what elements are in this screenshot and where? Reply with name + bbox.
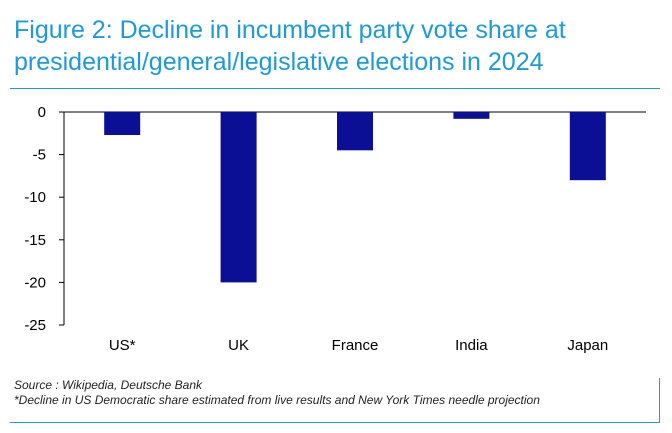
y-tick-label: -20 bbox=[24, 274, 46, 291]
footer-frame-right bbox=[659, 378, 660, 422]
x-tick-label: India bbox=[455, 337, 488, 354]
x-tick-label: US* bbox=[109, 337, 136, 354]
y-tick-label: -25 bbox=[24, 317, 46, 334]
y-tick-label: -15 bbox=[24, 232, 46, 249]
y-tick-label: 0 bbox=[38, 104, 46, 121]
bar-japan bbox=[569, 112, 606, 181]
footer-frame-bottom bbox=[10, 422, 660, 423]
bars bbox=[104, 112, 606, 283]
source-note: Source : Wikipedia, Deutsche Bank bbox=[14, 378, 202, 392]
bar-france bbox=[337, 112, 373, 151]
bar-uk bbox=[220, 112, 257, 283]
y-tick-label: -5 bbox=[33, 147, 46, 164]
bar-chart: 0 -5 -10 -15 -20 -25 US* UK France India Japan bbox=[24, 104, 646, 354]
footnote: *Decline in US Democratic share estimate… bbox=[14, 393, 540, 407]
x-tick-label: UK bbox=[228, 337, 249, 354]
y-axis: 0 -5 -10 -15 -20 -25 bbox=[24, 104, 646, 334]
x-tick-label: Japan bbox=[567, 337, 608, 354]
bar-us bbox=[104, 112, 141, 135]
bar-india bbox=[453, 112, 490, 119]
chart-footer: Source : Wikipedia, Deutsche Bank *Decli… bbox=[14, 378, 540, 408]
chart-title-line-1: Figure 2: Decline in incumbent party vot… bbox=[14, 16, 566, 44]
x-axis-labels: US* UK France India Japan bbox=[109, 337, 608, 354]
y-tick-label: -10 bbox=[24, 189, 46, 206]
title-divider bbox=[10, 88, 660, 89]
x-tick-label: France bbox=[332, 337, 379, 354]
chart-title-line-2: presidential/general/legislative electio… bbox=[14, 48, 544, 76]
chart-title: Figure 2: Decline in incumbent party vot… bbox=[14, 14, 654, 78]
